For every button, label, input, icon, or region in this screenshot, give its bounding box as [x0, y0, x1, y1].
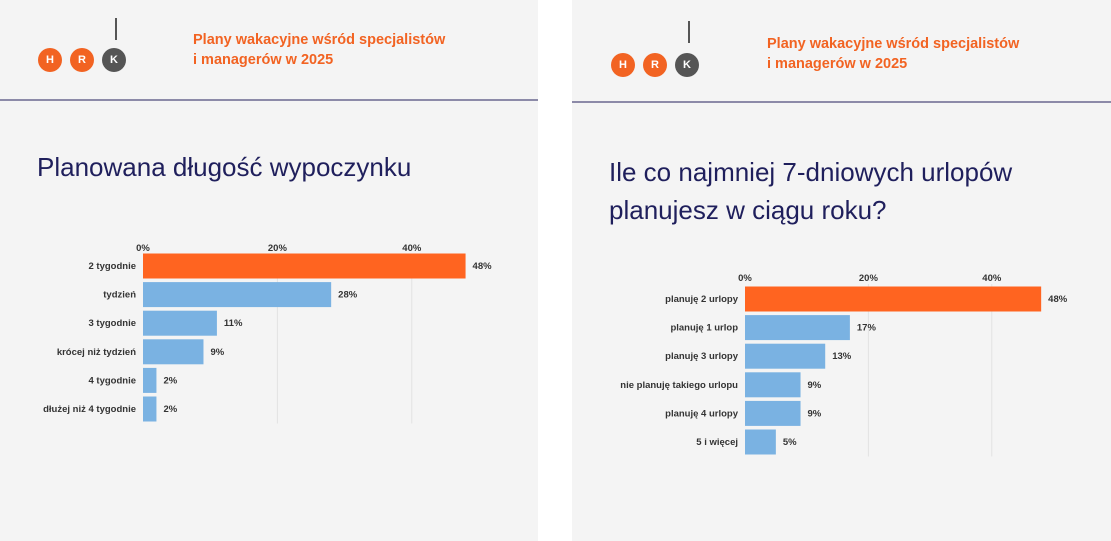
value-label: 9% — [808, 380, 822, 391]
category-label: tydzień — [103, 290, 136, 301]
category-label: 5 i więcej — [696, 437, 738, 448]
bar — [745, 343, 826, 369]
bar — [745, 400, 801, 426]
category-label: 4 tygodnie — [88, 375, 136, 386]
subtitle-line: i managerów w 2025 — [767, 56, 908, 72]
logo-letter-r: R — [70, 48, 94, 72]
header-divider — [572, 101, 1111, 103]
category-label: nie planuję takiego urlopu — [620, 380, 738, 391]
category-label: 3 tygodnie — [88, 318, 136, 329]
logo-letter-k: K — [675, 53, 699, 77]
header-subtitle: Plany wakacyjne wśród specjalistów i mana… — [193, 30, 445, 70]
value-label: 5% — [783, 437, 797, 448]
bar — [143, 253, 466, 279]
slide-vacation-length: H R K Plany wakacyjne wśród specjalistów i m… — [0, 0, 538, 541]
category-label: planuję 4 urlopy — [665, 408, 739, 419]
subtitle-line: Plany wakacyjne wśród specjalistów — [193, 32, 446, 48]
value-label: 48% — [473, 261, 493, 272]
value-label: 17% — [857, 323, 877, 334]
value-label: 28% — [338, 290, 358, 301]
bar — [745, 372, 801, 398]
bar — [745, 286, 1042, 312]
x-tick-label: 40% — [982, 273, 1002, 284]
category-label: dłużej niż 4 tygodnie — [43, 404, 136, 415]
slide-vacation-count: H R K Plany wakacyjne wśród specjalistów i m… — [572, 0, 1111, 541]
category-label: planuję 1 urlop — [670, 323, 738, 334]
logo-divider — [115, 18, 117, 40]
category-label: planuję 2 urlopy — [665, 294, 739, 305]
bar — [143, 339, 204, 365]
logo-divider — [688, 21, 690, 43]
value-label: 2% — [163, 375, 177, 386]
x-tick-label: 0% — [738, 273, 752, 284]
bar — [143, 310, 217, 336]
bar — [143, 396, 157, 422]
bar-chart: 0% 20% 40% planuję 2 urlopy 48% planuję 1 url… — [620, 273, 1068, 457]
subtitle-line: Plany wakacyjne wśród specjalistów — [767, 36, 1020, 52]
bar-chart: 0% 20% 40% 2 tygodnie 48% tydzień 28% 3 tygodni… — [43, 243, 493, 424]
value-label: 2% — [163, 404, 177, 415]
title-line: Planowana długość wypoczynku — [37, 152, 412, 182]
bar — [745, 429, 776, 455]
value-label: 11% — [224, 318, 243, 329]
chart-title: Planowana długość wypoczynku — [37, 148, 411, 186]
bar — [745, 315, 850, 341]
category-label: planuję 3 urlopy — [665, 351, 739, 362]
subtitle-line: i managerów w 2025 — [193, 52, 334, 68]
bar — [143, 367, 157, 393]
x-tick-label: 0% — [136, 243, 150, 254]
value-label: 13% — [832, 351, 852, 362]
x-tick-label: 40% — [402, 243, 422, 254]
category-label: krócej niż tydzień — [57, 347, 136, 358]
category-label: 2 tygodnie — [88, 261, 136, 272]
value-label: 9% — [210, 347, 224, 358]
value-label: 9% — [808, 408, 822, 419]
x-tick-label: 20% — [859, 273, 879, 284]
logo-letter-h: H — [38, 48, 62, 72]
logo-letter-k: K — [102, 48, 126, 72]
title-line: planujesz w ciągu roku? — [609, 195, 887, 225]
chart-title: Ile co najmniej 7-dniowych urlopów planuj… — [609, 153, 1012, 229]
header-divider — [0, 99, 538, 101]
title-line: Ile co najmniej 7-dniowych urlopów — [609, 157, 1013, 187]
value-label: 48% — [1048, 294, 1068, 305]
header-subtitle: Plany wakacyjne wśród specjalistów i mana… — [767, 34, 1019, 74]
bar — [143, 282, 332, 308]
logo-letter-r: R — [643, 53, 667, 77]
x-tick-label: 20% — [268, 243, 288, 254]
logo-letter-h: H — [611, 53, 635, 77]
